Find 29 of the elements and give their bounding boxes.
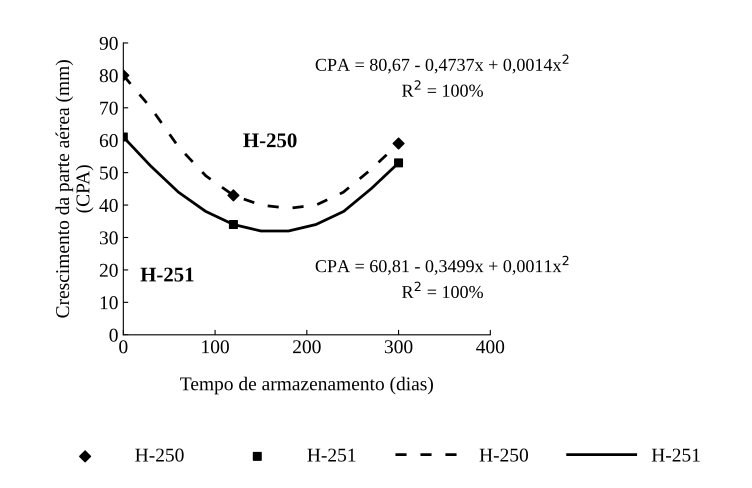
annotation: H-251 xyxy=(140,268,194,282)
legend-label: H-251 xyxy=(652,448,700,462)
y-tick-label: 90 xyxy=(100,36,118,50)
y-axis-title: Crescimento da parte aérea (mm) (CPA) xyxy=(55,60,94,318)
legend-label: H-250 xyxy=(480,448,528,462)
x-tick-label: 100 xyxy=(202,340,229,354)
y-tick-label: 40 xyxy=(99,198,118,212)
x-tick-label: 200 xyxy=(293,340,321,354)
y-tick-label: 10 xyxy=(100,296,118,310)
legend-label: H-250 xyxy=(135,448,184,462)
point xyxy=(394,158,404,168)
y-tick-label: 0 xyxy=(109,328,118,342)
x-tick-label: 400 xyxy=(476,340,504,354)
y-tick-label: 20 xyxy=(100,264,118,277)
x-tick-label: 300 xyxy=(384,340,412,354)
point xyxy=(392,137,405,150)
annotation: H-250 xyxy=(243,133,297,148)
text: CPA = 80,67 - 0,4737x + 0,0014x$^{2}$ R$^{2}$ = 100% xyxy=(316,54,568,97)
y-tick-label: 30 xyxy=(100,231,118,244)
legend-label: H-251 xyxy=(307,448,356,462)
point xyxy=(227,189,240,202)
y-tick-label: 60 xyxy=(100,134,118,148)
y-tick-label: 70 xyxy=(100,102,118,115)
y-tick-label: 80 xyxy=(100,69,118,82)
x-tick-label: 0 xyxy=(119,340,128,354)
point xyxy=(228,220,238,230)
text: CPA = 60,81 - 0,3499x + 0,0011x$^{2}$ R$^{2}$ = 100% xyxy=(316,256,568,298)
x-axis-title: Tempo de armazenamento (dias) xyxy=(180,376,433,394)
y-tick-label: 50 xyxy=(100,166,118,180)
